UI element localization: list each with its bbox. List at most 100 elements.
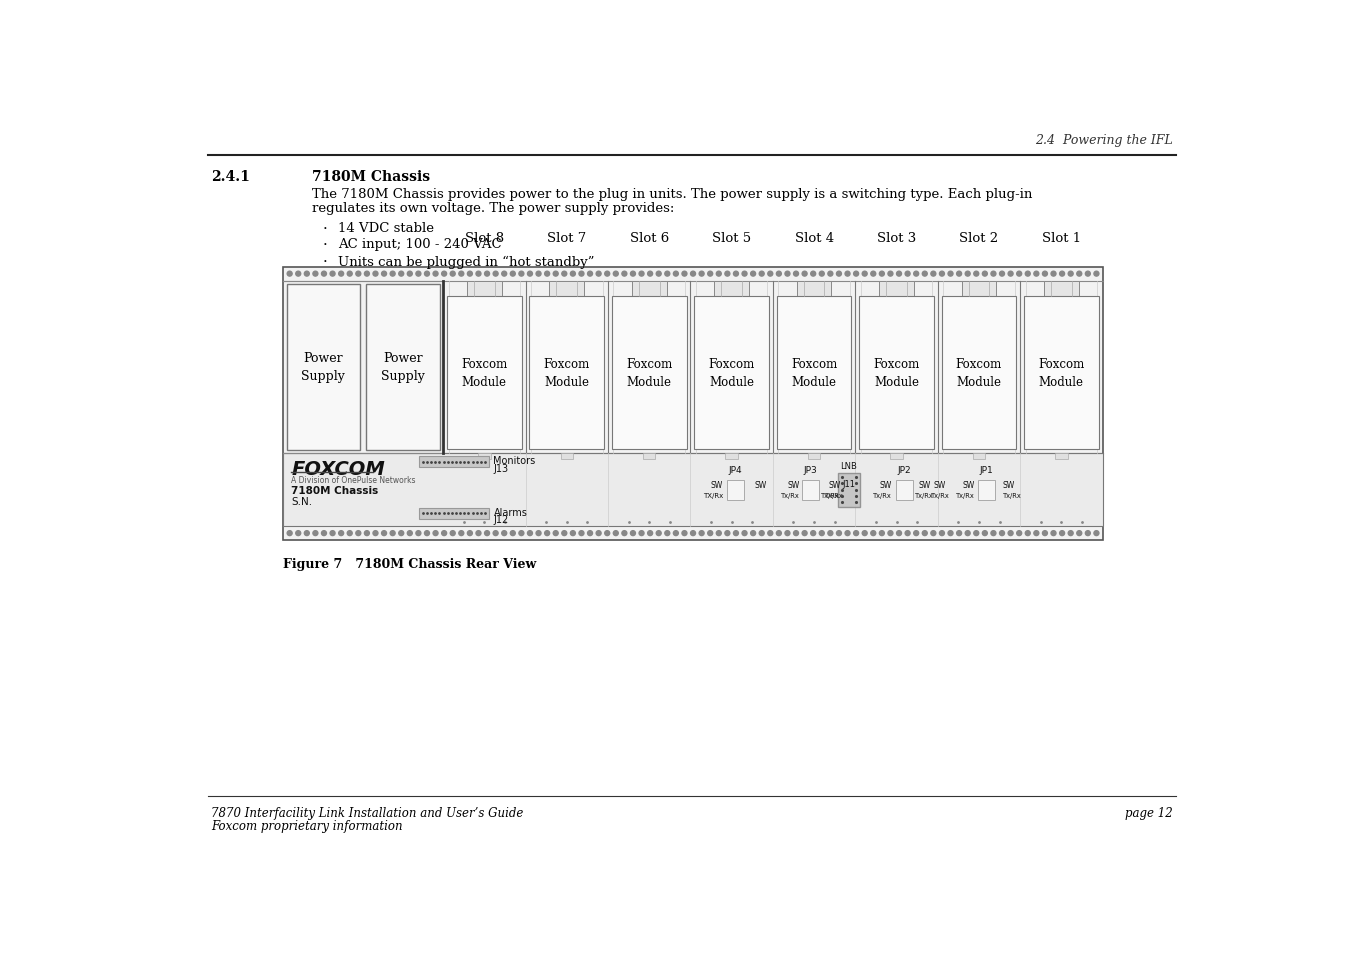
Circle shape (288, 272, 292, 276)
Circle shape (321, 531, 327, 536)
Text: ·: · (323, 221, 327, 235)
Circle shape (682, 531, 687, 536)
Circle shape (743, 272, 747, 276)
Circle shape (321, 272, 327, 276)
Circle shape (991, 272, 996, 276)
Circle shape (776, 531, 782, 536)
Circle shape (784, 531, 790, 536)
Text: Tx/Rx: Tx/Rx (930, 493, 949, 498)
Circle shape (639, 531, 644, 536)
Circle shape (347, 531, 352, 536)
Bar (728, 480, 744, 500)
Circle shape (451, 531, 455, 536)
Circle shape (768, 272, 772, 276)
Text: Slot 2: Slot 2 (960, 232, 999, 244)
Circle shape (1042, 531, 1048, 536)
Circle shape (837, 531, 841, 536)
Circle shape (888, 531, 892, 536)
Circle shape (485, 272, 490, 276)
Circle shape (331, 272, 335, 276)
Circle shape (1052, 531, 1056, 536)
Circle shape (630, 531, 636, 536)
Circle shape (536, 272, 541, 276)
Text: Foxcom
Module: Foxcom Module (956, 357, 1002, 389)
Text: Foxcom
Module: Foxcom Module (873, 357, 919, 389)
Text: page 12: page 12 (1125, 806, 1172, 819)
Text: Figure 7   7180M Chassis Rear View: Figure 7 7180M Chassis Rear View (284, 558, 537, 571)
Bar (560, 454, 572, 459)
Circle shape (983, 531, 987, 536)
Circle shape (931, 531, 936, 536)
Bar (891, 454, 903, 459)
Circle shape (373, 531, 378, 536)
Text: SW: SW (1003, 480, 1015, 489)
Circle shape (802, 272, 807, 276)
Bar (859, 296, 934, 450)
Circle shape (751, 272, 756, 276)
Circle shape (477, 272, 481, 276)
Text: Monitors: Monitors (494, 456, 536, 465)
Text: FOXCOM: FOXCOM (292, 459, 385, 478)
Circle shape (544, 272, 549, 276)
Circle shape (922, 531, 927, 536)
Text: regulates its own voltage. The power supply provides:: regulates its own voltage. The power sup… (312, 202, 675, 215)
Bar (467, 281, 502, 296)
Text: JP3: JP3 (803, 466, 817, 475)
Text: 7870 Interfacility Link Installation and User’s Guide: 7870 Interfacility Link Installation and… (212, 806, 524, 819)
Bar (418, 456, 489, 467)
Circle shape (1068, 531, 1073, 536)
Circle shape (339, 272, 344, 276)
Circle shape (571, 531, 575, 536)
Circle shape (364, 531, 370, 536)
Circle shape (1094, 272, 1099, 276)
Text: Tx/Rx: Tx/Rx (956, 493, 975, 498)
Circle shape (1060, 272, 1065, 276)
Circle shape (477, 531, 481, 536)
Circle shape (433, 531, 437, 536)
Circle shape (613, 531, 618, 536)
Circle shape (691, 272, 695, 276)
Text: SW: SW (918, 480, 930, 489)
Circle shape (664, 272, 670, 276)
Circle shape (656, 531, 662, 536)
Circle shape (528, 531, 532, 536)
Circle shape (536, 531, 541, 536)
Text: ·: · (323, 255, 327, 269)
Circle shape (605, 272, 610, 276)
Circle shape (699, 272, 705, 276)
Text: Foxcom
Module: Foxcom Module (791, 357, 837, 389)
Text: Foxcom
Module: Foxcom Module (462, 357, 508, 389)
Bar (802, 480, 818, 500)
Circle shape (493, 272, 498, 276)
Circle shape (510, 531, 516, 536)
Circle shape (313, 531, 317, 536)
Bar (612, 296, 687, 450)
Text: JP4: JP4 (729, 466, 742, 475)
Text: Tx/Rx: Tx/Rx (1003, 493, 1022, 498)
Circle shape (896, 531, 902, 536)
Bar (529, 296, 603, 450)
Circle shape (674, 531, 678, 536)
Text: SW: SW (880, 480, 892, 489)
Circle shape (707, 272, 713, 276)
Circle shape (656, 272, 662, 276)
Circle shape (725, 531, 730, 536)
Circle shape (973, 531, 979, 536)
Circle shape (459, 272, 464, 276)
Circle shape (416, 272, 421, 276)
Circle shape (356, 272, 360, 276)
Circle shape (863, 531, 867, 536)
Circle shape (630, 272, 636, 276)
Circle shape (304, 272, 309, 276)
Circle shape (743, 531, 747, 536)
Bar (694, 296, 769, 450)
Circle shape (991, 531, 996, 536)
Bar (632, 281, 667, 296)
Bar (1044, 281, 1079, 296)
Circle shape (554, 531, 558, 536)
Circle shape (441, 531, 447, 536)
Circle shape (1034, 531, 1040, 536)
Circle shape (304, 531, 309, 536)
Bar (725, 454, 738, 459)
Text: The 7180M Chassis provides power to the plug in units. The power supply is a swi: The 7180M Chassis provides power to the … (312, 188, 1033, 201)
